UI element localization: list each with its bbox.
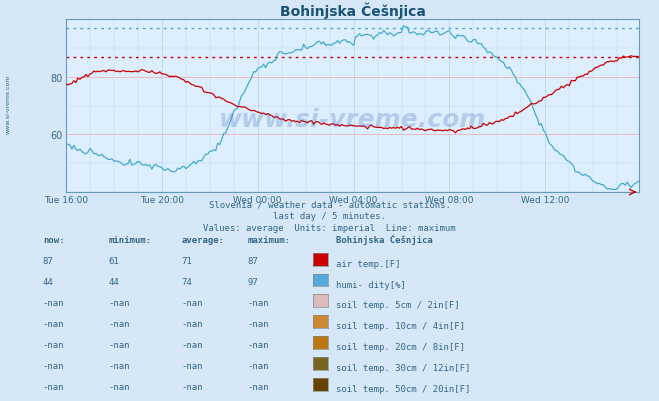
Text: 87: 87 [247, 257, 258, 265]
Text: www.si-vreme.com: www.si-vreme.com [219, 108, 486, 132]
Text: -nan: -nan [43, 382, 65, 391]
Text: -nan: -nan [109, 340, 130, 349]
Text: -nan: -nan [181, 340, 203, 349]
Text: 97: 97 [247, 277, 258, 286]
Text: 87: 87 [43, 257, 53, 265]
Title: Bohinjska Češnjica: Bohinjska Češnjica [279, 2, 426, 19]
Text: -nan: -nan [247, 361, 269, 370]
Text: -nan: -nan [181, 361, 203, 370]
Text: 44: 44 [109, 277, 119, 286]
Text: last day / 5 minutes.: last day / 5 minutes. [273, 212, 386, 221]
Text: -nan: -nan [109, 361, 130, 370]
Text: -nan: -nan [109, 382, 130, 391]
Text: -nan: -nan [247, 382, 269, 391]
Text: -nan: -nan [43, 340, 65, 349]
Text: 44: 44 [43, 277, 53, 286]
Text: -nan: -nan [43, 361, 65, 370]
Text: -nan: -nan [181, 319, 203, 328]
Text: -nan: -nan [181, 298, 203, 307]
Text: -nan: -nan [247, 340, 269, 349]
Text: soil temp. 30cm / 12in[F]: soil temp. 30cm / 12in[F] [336, 363, 471, 372]
Text: minimum:: minimum: [109, 236, 152, 245]
Text: -nan: -nan [109, 319, 130, 328]
Text: -nan: -nan [181, 382, 203, 391]
Text: soil temp. 50cm / 20in[F]: soil temp. 50cm / 20in[F] [336, 384, 471, 393]
Text: 71: 71 [181, 257, 192, 265]
Text: -nan: -nan [43, 319, 65, 328]
Text: soil temp. 10cm / 4in[F]: soil temp. 10cm / 4in[F] [336, 322, 465, 330]
Text: Values: average  Units: imperial  Line: maximum: Values: average Units: imperial Line: ma… [203, 224, 456, 233]
Text: now:: now: [43, 236, 65, 245]
Text: -nan: -nan [109, 298, 130, 307]
Text: soil temp. 5cm / 2in[F]: soil temp. 5cm / 2in[F] [336, 301, 460, 310]
Text: 74: 74 [181, 277, 192, 286]
Text: -nan: -nan [43, 298, 65, 307]
Text: Bohinjska Češnjica: Bohinjska Češnjica [336, 234, 433, 245]
Text: -nan: -nan [247, 298, 269, 307]
Text: humi- dity[%]: humi- dity[%] [336, 280, 406, 289]
Text: soil temp. 20cm / 8in[F]: soil temp. 20cm / 8in[F] [336, 342, 465, 351]
Text: Slovenia / weather data - automatic stations.: Slovenia / weather data - automatic stat… [208, 200, 451, 209]
Text: maximum:: maximum: [247, 236, 290, 245]
Text: -nan: -nan [247, 319, 269, 328]
Text: air temp.[F]: air temp.[F] [336, 259, 401, 268]
Text: 61: 61 [109, 257, 119, 265]
Text: www.si-vreme.com: www.si-vreme.com [5, 75, 11, 134]
Text: average:: average: [181, 236, 224, 245]
